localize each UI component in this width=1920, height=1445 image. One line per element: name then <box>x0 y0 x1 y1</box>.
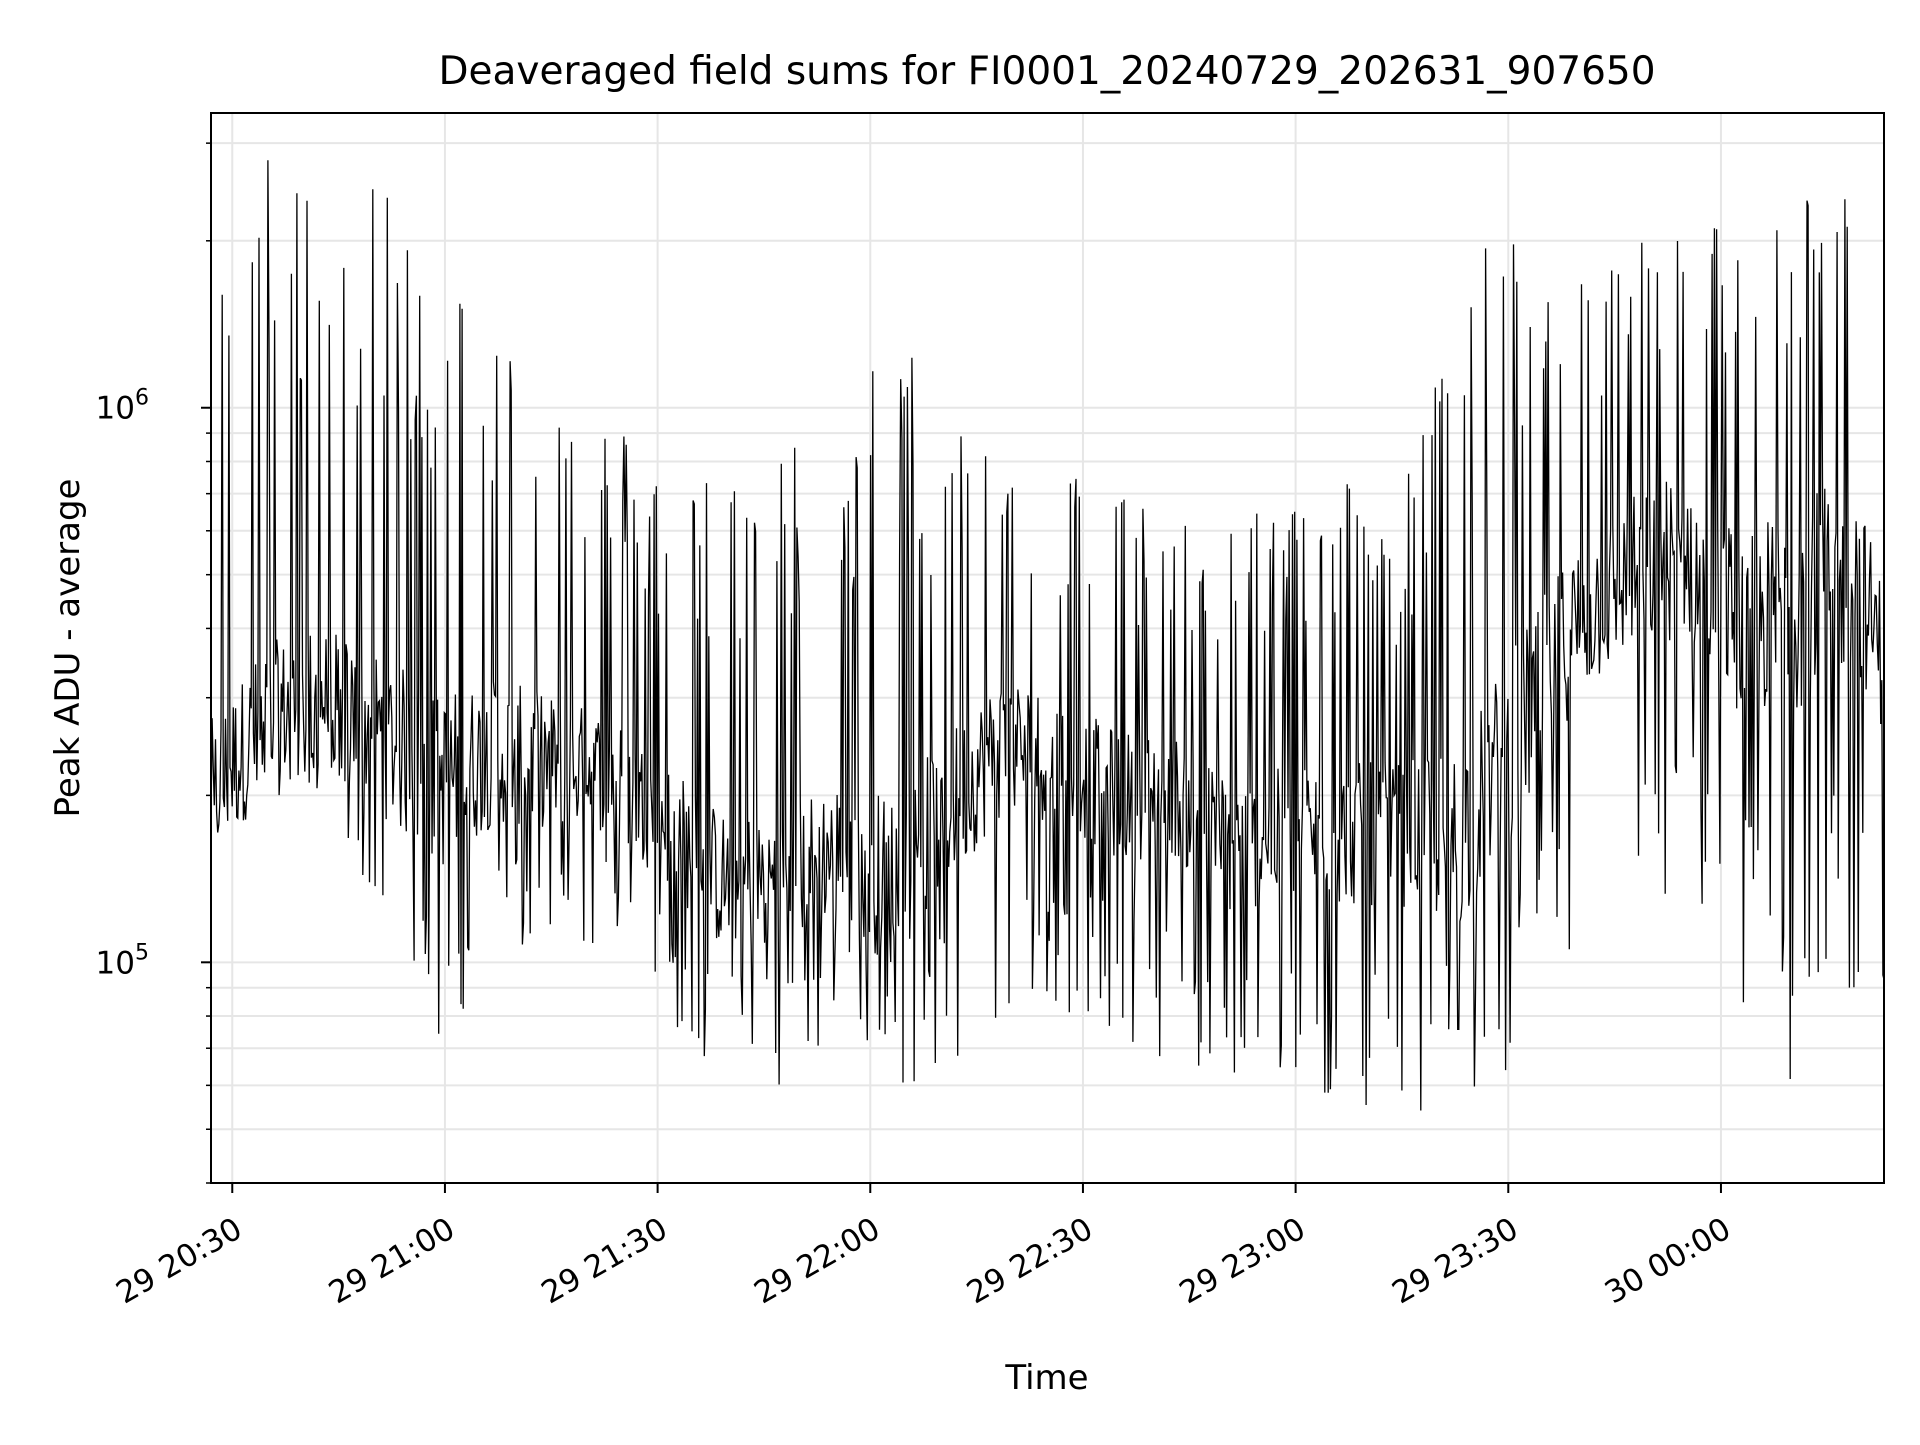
chart-title: Deaveraged field sums for FI0001_2024072… <box>438 49 1655 94</box>
series-layer <box>210 160 1885 1111</box>
series-line <box>210 160 1885 1111</box>
y-tick-label: 105 <box>96 940 149 981</box>
y-tick-base: 10 <box>96 391 135 427</box>
y-tick-exponent: 5 <box>135 940 149 965</box>
y-tick-exponent: 6 <box>135 386 149 411</box>
y-tick-base: 10 <box>96 945 135 981</box>
plot-frame <box>210 112 1885 1184</box>
y-axis-label: Peak ADU - average <box>48 479 88 818</box>
y-tick-label: 106 <box>96 386 149 427</box>
x-axis-label: Time <box>1004 1358 1088 1398</box>
